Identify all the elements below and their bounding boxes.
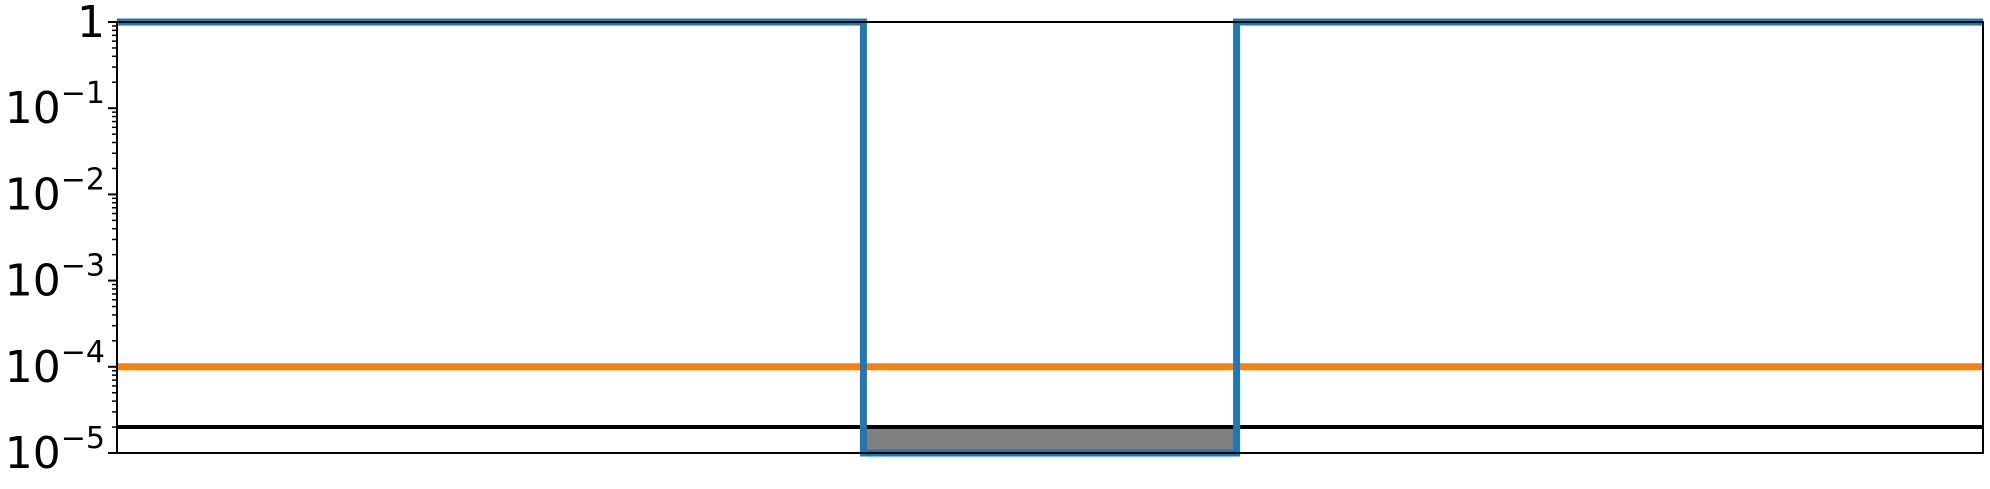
shaded-region-layer [863,427,1237,453]
axes-frame [116,21,1984,454]
minor-ticks [112,25,117,428]
series-line-1 [117,18,1983,457]
series-layer [117,18,1983,457]
y-tick-label: 10−3 [5,249,105,307]
y-axis-ticks: 1 10−1 10−2 10−3 10−4 10−5 [5,0,117,479]
y-tick-label: 10−4 [5,335,105,393]
y-tick-label: 10−1 [5,76,105,134]
y-tick-label: 1 [77,0,105,48]
y-tick-label: 10−2 [5,162,105,220]
y-tick-label: 10−5 [5,421,105,479]
shaded-region [863,427,1237,453]
